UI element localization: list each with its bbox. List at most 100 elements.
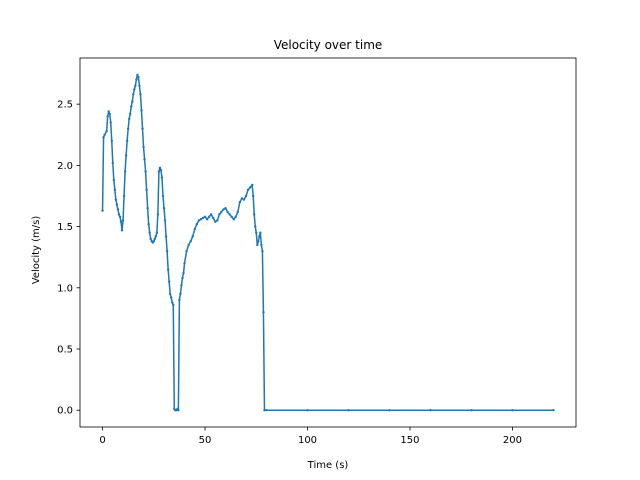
data-point <box>259 231 262 234</box>
data-point <box>153 237 157 241</box>
data-point <box>106 115 109 118</box>
data-point <box>209 213 213 216</box>
data-point <box>306 409 309 412</box>
data-point <box>122 194 126 198</box>
data-point <box>145 188 148 192</box>
data-point <box>124 154 128 157</box>
y-tick-label: 2.0 <box>57 161 73 172</box>
data-point <box>203 215 207 218</box>
data-point <box>129 112 132 116</box>
data-point <box>168 292 172 296</box>
data-point <box>149 237 152 241</box>
data-point <box>256 243 259 247</box>
data-point <box>258 235 261 238</box>
data-point <box>195 222 199 226</box>
data-point <box>261 249 264 253</box>
data-point <box>216 219 219 222</box>
y-tick-label: 1.5 <box>57 222 73 233</box>
y-tick-label: 2.5 <box>57 100 73 111</box>
data-point <box>155 231 159 234</box>
data-point <box>197 219 201 222</box>
data-point <box>242 198 246 201</box>
y-tick-label: 0.0 <box>57 406 73 417</box>
data-point <box>101 209 104 212</box>
data-point <box>224 207 227 210</box>
data-point <box>552 409 555 412</box>
data-point <box>102 136 105 139</box>
data-point <box>347 409 350 412</box>
data-point <box>144 170 147 173</box>
data-point <box>143 158 146 161</box>
y-tick-label: 0.5 <box>57 345 73 356</box>
data-point <box>230 215 233 218</box>
data-point <box>193 227 196 231</box>
data-point <box>121 219 125 222</box>
data-point <box>166 268 170 271</box>
data-point <box>429 409 432 412</box>
data-point <box>105 129 108 133</box>
data-point <box>154 235 158 238</box>
data-point <box>262 311 265 314</box>
data-point <box>228 213 231 216</box>
data-point <box>180 284 183 287</box>
data-point <box>118 215 122 218</box>
data-point <box>138 84 141 87</box>
data-point <box>113 188 117 192</box>
x-tick-label: 100 <box>298 435 317 446</box>
data-point <box>263 409 266 412</box>
data-point <box>125 139 129 143</box>
data-point <box>246 188 250 192</box>
data-point <box>135 78 138 81</box>
data-point <box>248 186 252 189</box>
y-tick-label: 1.0 <box>57 283 73 294</box>
data-point <box>140 109 143 112</box>
data-point <box>156 213 160 216</box>
data-point <box>260 243 263 247</box>
data-point <box>265 409 268 412</box>
data-point <box>130 105 133 108</box>
data-point <box>158 166 162 170</box>
data-point <box>205 218 209 221</box>
data-point <box>232 218 235 221</box>
data-point <box>234 215 237 218</box>
data-point <box>134 84 137 87</box>
data-point <box>108 112 111 116</box>
data-point <box>470 409 473 412</box>
data-point <box>171 301 174 304</box>
data-point <box>238 200 242 204</box>
data-point <box>254 225 257 228</box>
data-point <box>511 409 514 412</box>
data-point <box>177 409 180 412</box>
data-point <box>103 133 106 136</box>
data-point <box>199 218 203 221</box>
data-point <box>178 298 181 302</box>
data-point <box>127 117 131 121</box>
data-point <box>162 207 166 210</box>
data-point <box>201 216 205 220</box>
data-point <box>132 93 135 96</box>
data-point <box>114 198 118 201</box>
data-point <box>182 271 185 275</box>
data-point <box>142 145 145 149</box>
data-point <box>147 222 150 226</box>
data-point <box>240 197 244 200</box>
x-tick-label: 0 <box>99 435 105 446</box>
chart-title: Velocity over time <box>274 38 383 52</box>
data-point <box>388 409 391 412</box>
data-point <box>236 210 240 214</box>
data-point <box>191 235 194 238</box>
data-point <box>120 229 124 232</box>
data-point <box>251 194 255 198</box>
data-point <box>189 240 192 243</box>
data-point <box>244 194 248 198</box>
x-tick-label: 150 <box>400 435 419 446</box>
data-point <box>123 170 127 173</box>
data-point <box>126 127 130 130</box>
data-point <box>183 262 186 265</box>
data-point <box>116 208 120 211</box>
x-tick-label: 50 <box>199 435 212 446</box>
data-point <box>167 280 171 283</box>
data-point <box>255 231 258 234</box>
